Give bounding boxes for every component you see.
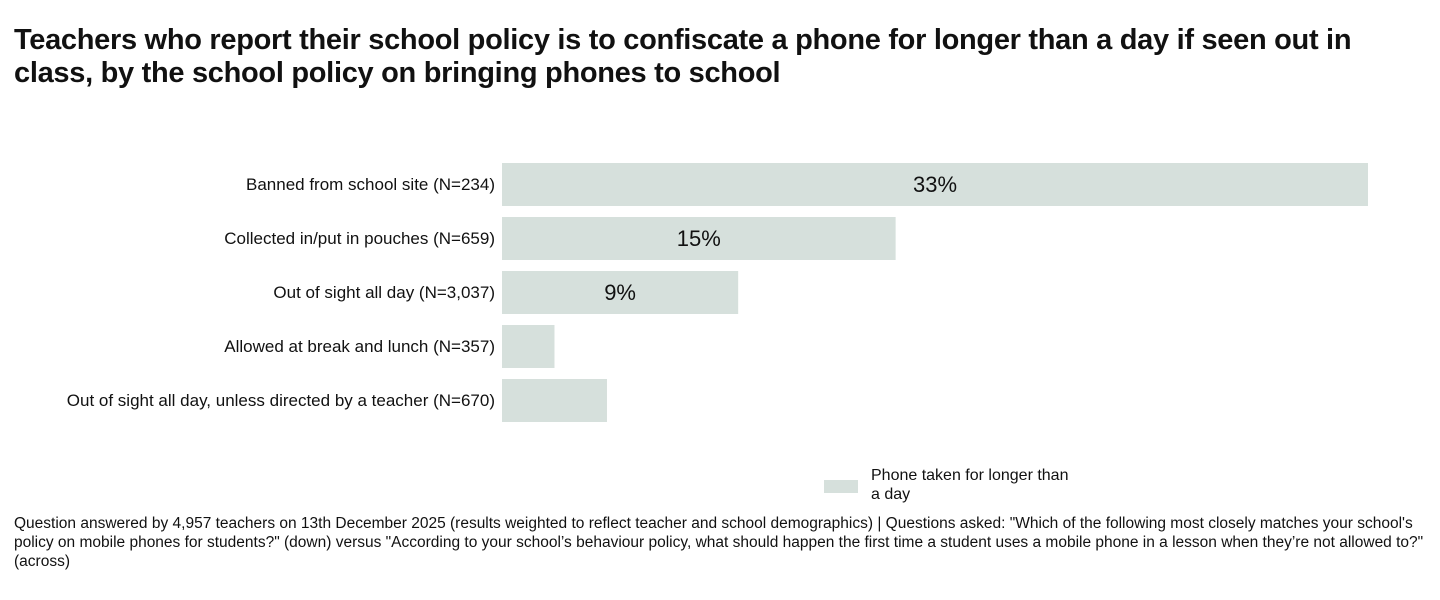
bar	[502, 325, 555, 368]
legend: Phone taken for longer than a day	[824, 466, 1071, 504]
category-label: Banned from school site (N=234)	[246, 175, 495, 194]
chart-title: Teachers who report their school policy …	[14, 24, 1352, 89]
category-label: Collected in/put in pouches (N=659)	[224, 229, 495, 248]
category-label: Out of sight all day, unless directed by…	[67, 391, 495, 410]
bar	[502, 379, 607, 422]
legend-label: Phone taken for longer than a day	[871, 467, 1069, 503]
category-label: Out of sight all day (N=3,037)	[273, 283, 495, 302]
legend-swatch	[824, 480, 858, 493]
data-label: 33%	[913, 172, 957, 197]
footnote: Question answered by 4,957 teachers on 1…	[14, 515, 1424, 570]
bar	[502, 217, 896, 260]
bar	[502, 271, 739, 314]
data-label: 15%	[677, 226, 721, 251]
category-label: Allowed at break and lunch (N=357)	[224, 337, 495, 356]
bar-chart: Banned from school site (N=234) 33% Collec…	[67, 163, 1368, 422]
data-label: 9%	[604, 280, 636, 305]
bar	[502, 163, 1368, 206]
